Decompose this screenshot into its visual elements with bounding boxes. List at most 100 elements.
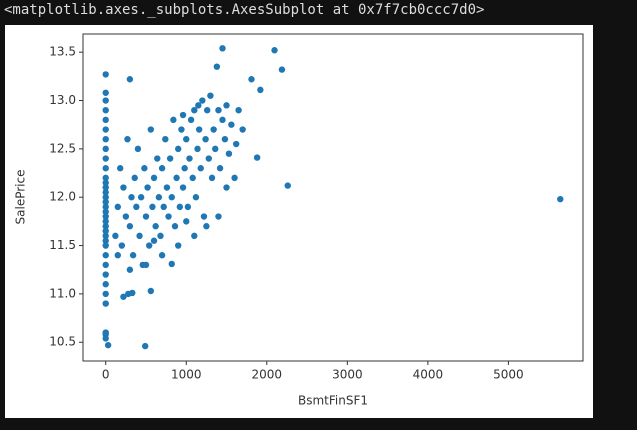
- point: [150, 237, 158, 244]
- y-tick-label: 13.5: [49, 45, 76, 59]
- point: [170, 116, 177, 124]
- point: [192, 194, 200, 201]
- output-text: <matplotlib.axes._subplots.AxesSubplot a…: [4, 2, 485, 18]
- point: [228, 121, 235, 128]
- point: [257, 86, 264, 94]
- point: [136, 232, 143, 240]
- point: [208, 174, 216, 182]
- point: [131, 174, 138, 182]
- point: [216, 165, 224, 172]
- point: [102, 174, 109, 182]
- y-tick-label: 12.0: [49, 190, 76, 204]
- point: [231, 174, 238, 182]
- chart: BsmtFinSF1 SalePrice 0 1000 2000 3000 4000 50…: [5, 25, 593, 418]
- point: [102, 218, 109, 225]
- point: [205, 155, 213, 162]
- point: [102, 223, 109, 230]
- point: [278, 66, 286, 73]
- point: [168, 194, 175, 201]
- point: [219, 45, 226, 52]
- point: [129, 289, 136, 297]
- point: [557, 195, 564, 203]
- point: [162, 135, 169, 143]
- point: [102, 271, 109, 278]
- point: [158, 252, 166, 259]
- point: [114, 203, 121, 211]
- point: [174, 242, 182, 249]
- point: [102, 184, 109, 191]
- point: [102, 281, 109, 288]
- point: [163, 184, 171, 191]
- point: [176, 203, 184, 211]
- point: [271, 47, 278, 54]
- point: [102, 135, 109, 143]
- point: [102, 242, 109, 249]
- point: [150, 174, 158, 182]
- point: [124, 135, 131, 143]
- point: [102, 203, 109, 211]
- point: [102, 165, 109, 172]
- point: [184, 203, 192, 211]
- point: [178, 126, 185, 133]
- point: [141, 165, 148, 172]
- point: [134, 145, 142, 153]
- point: [102, 208, 109, 215]
- point: [168, 260, 175, 268]
- point: [120, 184, 127, 191]
- point: [141, 342, 149, 350]
- point: [102, 97, 109, 104]
- point: [248, 76, 255, 83]
- point: [122, 213, 130, 220]
- point: [149, 203, 156, 211]
- point: [194, 145, 201, 153]
- point: [232, 140, 240, 148]
- point: [223, 184, 230, 191]
- point: [203, 223, 210, 230]
- point: [129, 252, 137, 259]
- point: [144, 184, 151, 191]
- point: [142, 261, 150, 269]
- point: [165, 213, 172, 220]
- point: [203, 106, 211, 114]
- point: [147, 287, 155, 295]
- point: [207, 92, 214, 99]
- point: [102, 194, 109, 201]
- point: [102, 145, 109, 153]
- point: [183, 218, 190, 225]
- x-tick-label: 0: [102, 368, 110, 382]
- x-tick-label: 2000: [252, 368, 283, 382]
- x-tick-label: 4000: [413, 368, 444, 382]
- point: [102, 227, 109, 235]
- point: [195, 126, 203, 133]
- point: [191, 106, 198, 114]
- point: [223, 102, 230, 109]
- point: [102, 261, 109, 269]
- point: [102, 300, 109, 307]
- point: [189, 174, 196, 182]
- point: [102, 179, 109, 186]
- point: [102, 232, 109, 240]
- point: [181, 165, 188, 172]
- y-tick-label: 11.5: [49, 238, 76, 252]
- point: [183, 135, 190, 143]
- point: [253, 154, 261, 161]
- x-tick-label: 5000: [493, 368, 524, 382]
- point: [128, 194, 135, 201]
- point: [195, 102, 202, 109]
- y-tick-label: 11.0: [49, 286, 76, 300]
- point: [152, 223, 159, 230]
- point: [186, 155, 193, 162]
- y-tick-label: 10.5: [49, 335, 76, 349]
- x-axis-label: BsmtFinSF1: [298, 394, 368, 408]
- point: [213, 63, 221, 70]
- point: [114, 252, 121, 259]
- point: [126, 266, 134, 273]
- point: [102, 126, 109, 133]
- point: [212, 145, 219, 153]
- point: [210, 126, 217, 133]
- point: [126, 223, 134, 230]
- point: [147, 126, 155, 133]
- point: [197, 165, 204, 172]
- y-tick-label: 13.0: [49, 93, 76, 107]
- point: [102, 252, 109, 259]
